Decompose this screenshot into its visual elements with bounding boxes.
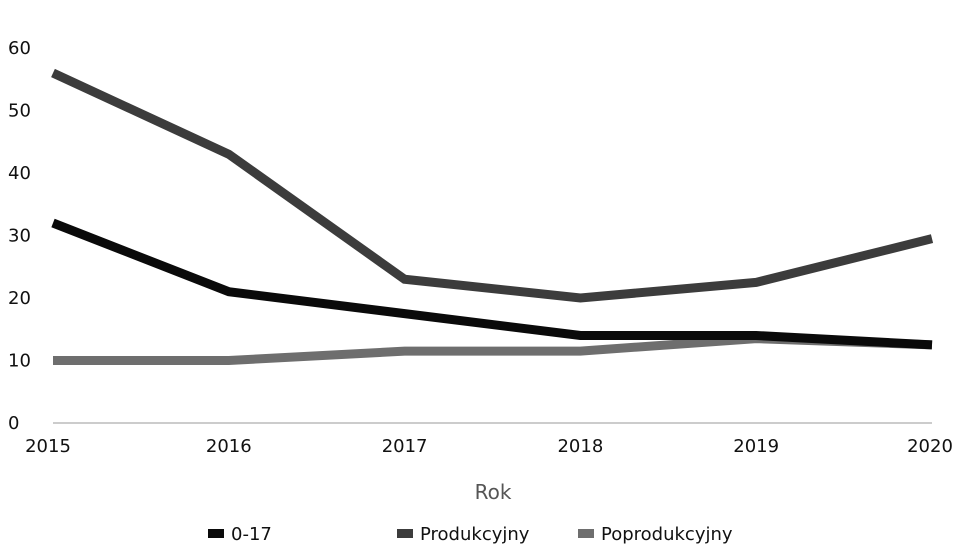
x-tick-label: 2016 — [206, 436, 252, 457]
x-axis: 2015 2016 2017 2018 2019 2020 — [25, 436, 953, 457]
y-tick-label: 50 — [8, 101, 31, 122]
x-tick-label: 2015 — [25, 436, 71, 457]
legend-swatch — [397, 529, 413, 538]
legend: 0-17 Produkcyjny Poprodukcyjny — [208, 524, 733, 545]
legend-label: Poprodukcyjny — [601, 524, 733, 545]
y-tick-label: 10 — [8, 351, 31, 372]
series-line-produkcyjny — [51, 68, 934, 303]
series-layer — [51, 68, 934, 365]
series-line-0-17 — [51, 218, 933, 350]
y-tick-label: 60 — [8, 38, 31, 59]
y-axis: 0 10 20 30 40 50 60 — [8, 38, 31, 434]
y-tick-label: 40 — [8, 163, 31, 184]
legend-swatch — [578, 529, 594, 538]
legend-label: 0-17 — [231, 524, 272, 545]
x-tick-label: 2019 — [733, 436, 779, 457]
x-axis-title: Rok — [475, 480, 512, 504]
legend-label: Produkcyjny — [420, 524, 530, 545]
x-tick-label: 2018 — [557, 436, 603, 457]
y-tick-label: 20 — [8, 288, 31, 309]
y-tick-label: 0 — [8, 413, 19, 434]
x-tick-label: 2020 — [907, 436, 953, 457]
x-tick-label: 2017 — [382, 436, 428, 457]
legend-swatch — [208, 529, 224, 538]
y-tick-label: 30 — [8, 226, 31, 247]
